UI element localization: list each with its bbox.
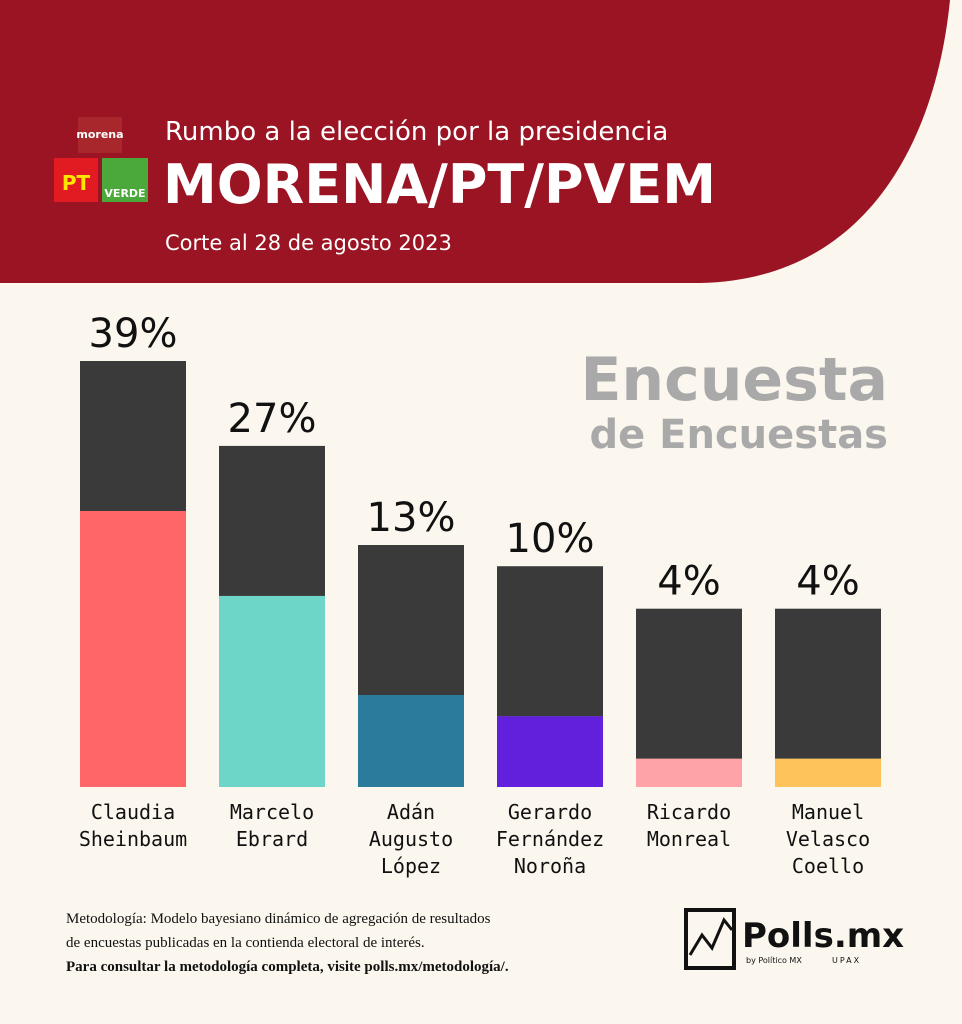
- methodology: Metodología: Modelo bayesiano dinámico d…: [66, 911, 491, 927]
- category-label: Velasco: [786, 827, 870, 851]
- portrait: [358, 545, 464, 695]
- title: MORENA/PT/PVEM: [163, 153, 716, 216]
- bar: [775, 758, 881, 787]
- value-label: 39%: [89, 311, 178, 357]
- category-label: Augusto: [369, 827, 453, 851]
- bar: [219, 595, 325, 787]
- category-label: Noroña: [514, 854, 586, 878]
- methodology: de encuestas publicadas en la contienda …: [66, 935, 425, 951]
- value-label: 10%: [506, 516, 595, 562]
- partner: UPAX: [832, 956, 861, 965]
- bar: [80, 511, 186, 787]
- category-label: Claudia: [91, 800, 175, 824]
- category-label: Marcelo: [230, 800, 314, 824]
- value-label: 13%: [367, 495, 456, 541]
- category-label: Sheinbaum: [79, 827, 187, 851]
- watermark: Encuesta: [580, 345, 888, 415]
- methodology-link[interactable]: Para consultar la metodología completa, …: [66, 959, 509, 975]
- morena-logo: [78, 117, 122, 153]
- value-label: 4%: [796, 559, 859, 605]
- bar: [358, 695, 464, 787]
- watermark: de Encuestas: [589, 412, 888, 458]
- category-label: Monreal: [647, 827, 731, 851]
- value-label: 4%: [657, 559, 720, 605]
- brand-icon: [684, 908, 736, 970]
- portrait: [636, 608, 742, 759]
- category-label: Manuel: [792, 800, 864, 824]
- logo-text: VERDE: [104, 187, 145, 200]
- category-label: López: [381, 854, 441, 878]
- category-label: Ricardo: [647, 800, 731, 824]
- portrait: [775, 608, 881, 759]
- brand-icon: [688, 917, 734, 956]
- subtitle: Rumbo a la elección por la presidencia: [165, 117, 668, 147]
- header-band: [0, 0, 950, 283]
- category-label: Coello: [792, 854, 864, 878]
- portrait: [497, 566, 603, 717]
- pt-logo: [54, 158, 98, 202]
- date: Corte al 28 de agosto 2023: [165, 231, 452, 255]
- brand: Polls.mx: [742, 916, 904, 956]
- byline: by Político MX: [746, 956, 802, 965]
- category-label: Fernández: [496, 827, 604, 851]
- category-label: Adán: [387, 800, 435, 824]
- verde-logo: [102, 158, 148, 202]
- logo-text: PT: [62, 171, 91, 195]
- category-label: Ebrard: [236, 827, 308, 851]
- value-label: 27%: [228, 396, 317, 442]
- portrait: [80, 361, 186, 511]
- category-label: Gerardo: [508, 800, 592, 824]
- logo-text: morena: [76, 128, 123, 141]
- portrait: [219, 445, 325, 596]
- bar: [636, 758, 742, 787]
- bar: [497, 716, 603, 787]
